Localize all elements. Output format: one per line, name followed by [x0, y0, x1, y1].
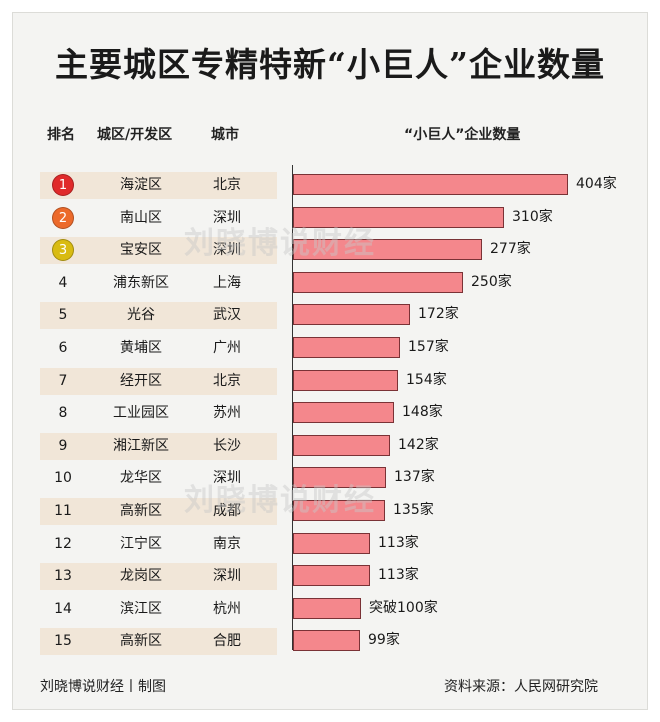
district-label: 宝安区 [120, 242, 162, 258]
value-label: 277家 [490, 241, 531, 257]
value-label: 157家 [408, 339, 449, 355]
bar-15 [293, 630, 360, 651]
district-label: 光谷 [127, 307, 155, 323]
header-district: 城区/开发区 [97, 127, 173, 143]
row-band [40, 433, 277, 460]
value-label: 148家 [402, 404, 443, 420]
value-label: 135家 [393, 502, 434, 518]
row-band [40, 498, 277, 525]
value-label: 154家 [406, 372, 447, 388]
city-label: 成都 [213, 503, 241, 519]
header-rank: 排名 [47, 127, 75, 143]
bar-10 [293, 467, 386, 488]
value-label: 突破100家 [369, 600, 438, 616]
district-label: 工业园区 [113, 405, 169, 421]
rank-12: 12 [54, 536, 72, 552]
city-label: 深圳 [213, 568, 241, 584]
district-label: 浦东新区 [113, 275, 169, 291]
bar-4 [293, 272, 463, 293]
city-label: 北京 [213, 373, 241, 389]
city-label: 武汉 [213, 307, 241, 323]
district-label: 湘江新区 [113, 438, 169, 454]
district-label: 滨江区 [120, 601, 162, 617]
rank-15: 15 [54, 633, 72, 649]
district-label: 南山区 [120, 210, 162, 226]
bar-axis [292, 165, 293, 650]
rank-5: 5 [58, 307, 68, 323]
rank-11: 11 [54, 503, 72, 519]
row-band [40, 172, 277, 199]
rank-3: 3 [52, 239, 74, 261]
row-band [40, 237, 277, 264]
rank-2: 2 [52, 207, 74, 229]
header-bar: “小巨人”企业数量 [404, 127, 521, 143]
value-label: 310家 [512, 209, 553, 225]
bar-1 [293, 174, 568, 195]
city-label: 深圳 [213, 470, 241, 486]
value-label: 113家 [378, 567, 419, 583]
rank-13: 13 [54, 568, 72, 584]
rank-14: 14 [54, 601, 72, 617]
district-label: 龙岗区 [120, 568, 162, 584]
rank-4: 4 [58, 275, 68, 291]
city-label: 广州 [213, 340, 241, 356]
row-band [40, 563, 277, 590]
row-band [40, 368, 277, 395]
rank-10: 10 [54, 470, 72, 486]
city-label: 北京 [213, 177, 241, 193]
value-label: 172家 [418, 306, 459, 322]
rank-1: 1 [52, 174, 74, 196]
rank-8: 8 [58, 405, 68, 421]
header-city: 城市 [211, 127, 239, 143]
district-label: 江宁区 [120, 536, 162, 552]
value-label: 142家 [398, 437, 439, 453]
value-label: 404家 [576, 176, 617, 192]
value-label: 137家 [394, 469, 435, 485]
chart-title: 主要城区专精特新“小巨人”企业数量 [55, 45, 605, 84]
city-label: 深圳 [213, 210, 241, 226]
row-band [40, 302, 277, 329]
city-label: 长沙 [213, 438, 241, 454]
bar-8 [293, 402, 394, 423]
footer-source: 资料来源：人民网研究院 [444, 679, 598, 695]
city-label: 深圳 [213, 242, 241, 258]
district-label: 海淀区 [120, 177, 162, 193]
bar-3 [293, 239, 482, 260]
bar-7 [293, 370, 398, 391]
city-label: 南京 [213, 536, 241, 552]
district-label: 高新区 [120, 503, 162, 519]
rank-6: 6 [58, 340, 68, 356]
bar-9 [293, 435, 390, 456]
rank-7: 7 [58, 373, 68, 389]
value-label: 250家 [471, 274, 512, 290]
bar-14 [293, 598, 361, 619]
bar-2 [293, 207, 504, 228]
city-label: 合肥 [213, 633, 241, 649]
district-label: 经开区 [120, 373, 162, 389]
city-label: 苏州 [213, 405, 241, 421]
bar-5 [293, 304, 410, 325]
bar-12 [293, 533, 370, 554]
district-label: 高新区 [120, 633, 162, 649]
bar-6 [293, 337, 400, 358]
bar-13 [293, 565, 370, 586]
footer-credit: 刘晓博说财经丨制图 [40, 679, 166, 695]
bar-11 [293, 500, 385, 521]
value-label: 113家 [378, 535, 419, 551]
row-band [40, 628, 277, 655]
value-label: 99家 [368, 632, 400, 648]
city-label: 上海 [213, 275, 241, 291]
chart-frame [12, 12, 648, 710]
district-label: 黄埔区 [120, 340, 162, 356]
city-label: 杭州 [213, 601, 241, 617]
district-label: 龙华区 [120, 470, 162, 486]
rank-9: 9 [58, 438, 68, 454]
